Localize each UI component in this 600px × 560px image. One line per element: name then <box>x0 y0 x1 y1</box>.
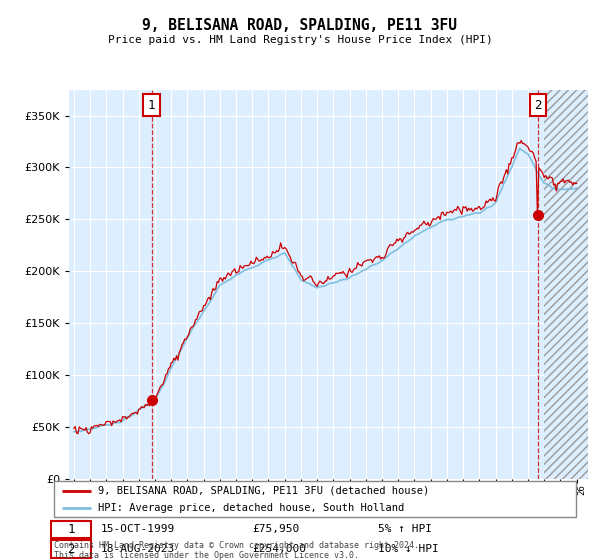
Text: 10% ↓ HPI: 10% ↓ HPI <box>377 544 439 554</box>
Text: 5% ↑ HPI: 5% ↑ HPI <box>377 525 431 534</box>
Text: 1: 1 <box>67 523 75 536</box>
Text: £254,000: £254,000 <box>253 544 307 554</box>
Text: 18-AUG-2023: 18-AUG-2023 <box>101 544 175 554</box>
Text: 2: 2 <box>534 99 542 111</box>
Text: Price paid vs. HM Land Registry's House Price Index (HPI): Price paid vs. HM Land Registry's House … <box>107 35 493 45</box>
FancyBboxPatch shape <box>52 521 91 538</box>
Text: 1: 1 <box>148 99 155 111</box>
Text: Contains HM Land Registry data © Crown copyright and database right 2024.
This d: Contains HM Land Registry data © Crown c… <box>54 540 419 560</box>
FancyBboxPatch shape <box>54 481 576 517</box>
Bar <box>544 90 588 479</box>
FancyBboxPatch shape <box>52 540 91 558</box>
Text: 15-OCT-1999: 15-OCT-1999 <box>101 525 175 534</box>
Bar <box>544 90 588 479</box>
Text: 2: 2 <box>67 543 75 556</box>
Text: 9, BELISANA ROAD, SPALDING, PE11 3FU (detached house): 9, BELISANA ROAD, SPALDING, PE11 3FU (de… <box>98 486 430 496</box>
Text: HPI: Average price, detached house, South Holland: HPI: Average price, detached house, Sout… <box>98 503 404 512</box>
Text: 9, BELISANA ROAD, SPALDING, PE11 3FU: 9, BELISANA ROAD, SPALDING, PE11 3FU <box>143 18 458 33</box>
Text: £75,950: £75,950 <box>253 525 299 534</box>
